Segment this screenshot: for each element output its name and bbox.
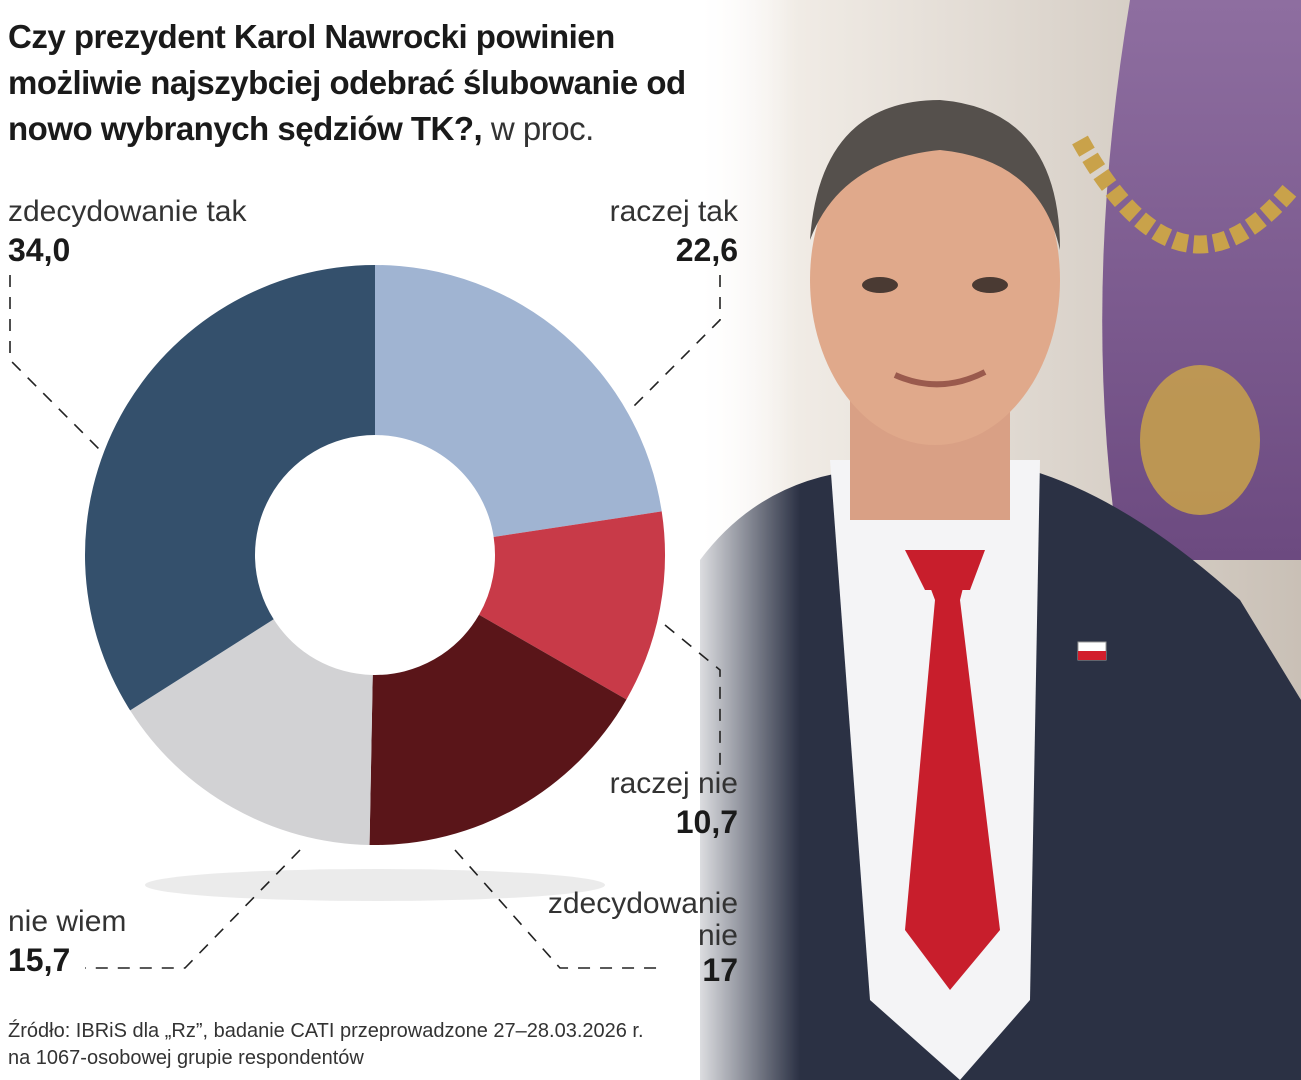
category-name: zdecydowanie nie <box>547 887 738 952</box>
donut-slice <box>130 619 373 845</box>
donut-slice <box>85 265 376 711</box>
source-line: na 1067-osobowej grupie respondentów <box>8 1047 364 1069</box>
category-name: raczej tak <box>609 195 738 228</box>
donut-slice <box>479 511 665 700</box>
value-label: 34,0 <box>8 232 71 268</box>
unit: w proc. <box>490 110 594 147</box>
value-label: 22,6 <box>675 232 738 268</box>
slice-label: zdecydowanie nie 17 <box>528 887 738 988</box>
leader-lines <box>9 275 721 969</box>
category-name: raczej nie <box>609 767 738 800</box>
slice-label: nie wiem 15,7 <box>8 905 127 978</box>
slice-label: raczej tak 22,6 <box>609 195 738 268</box>
donut-slice <box>375 265 662 537</box>
title-text: Czy prezydent Karol Nawrocki powinien mo… <box>8 18 686 147</box>
slice-label: raczej nie 10,7 <box>609 767 738 840</box>
slice-label: zdecydowanie tak 34,0 <box>8 195 247 268</box>
category-name: nie wiem <box>8 905 127 938</box>
source: Źródło: IBRiS dla „Rz”, badanie CATI prz… <box>8 1018 644 1072</box>
category-name: zdecydowanie tak <box>8 195 247 228</box>
shadow <box>145 869 605 901</box>
value-label: 17 <box>702 952 738 988</box>
value-label: 10,7 <box>675 804 738 840</box>
value-label: 15,7 <box>8 942 71 978</box>
source-line: Źródło: IBRiS dla „Rz”, badanie CATI prz… <box>8 1020 644 1042</box>
chart-title: Czy prezydent Karol Nawrocki powinien mo… <box>8 14 708 152</box>
donut-slice <box>369 614 627 845</box>
chart <box>9 265 721 969</box>
